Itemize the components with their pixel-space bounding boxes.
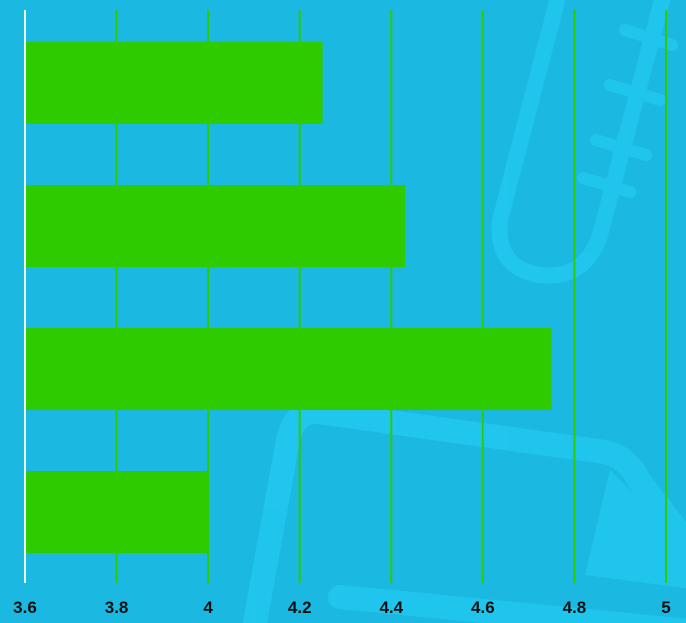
x-tick-label: 4.2 <box>288 598 312 617</box>
bar <box>26 471 209 553</box>
x-tick-label: 4.6 <box>471 598 495 617</box>
bar <box>26 185 406 267</box>
x-tick-label: 4.8 <box>563 598 587 617</box>
decoration-layer <box>242 0 686 623</box>
x-tick-label: 4.4 <box>379 598 403 617</box>
x-tick-label: 3.6 <box>13 598 37 617</box>
bar <box>26 42 323 124</box>
bars <box>26 42 552 553</box>
clipboard-icon <box>242 399 686 623</box>
x-tick-label: 3.8 <box>105 598 129 617</box>
bar <box>26 328 552 410</box>
x-tick-label: 4 <box>203 598 213 617</box>
x-tick-labels: 3.6 3.8 4 4.2 4.4 4.6 4.8 5 <box>13 598 671 617</box>
x-tick-label: 5 <box>661 598 670 617</box>
test-tube-icon <box>491 0 678 284</box>
